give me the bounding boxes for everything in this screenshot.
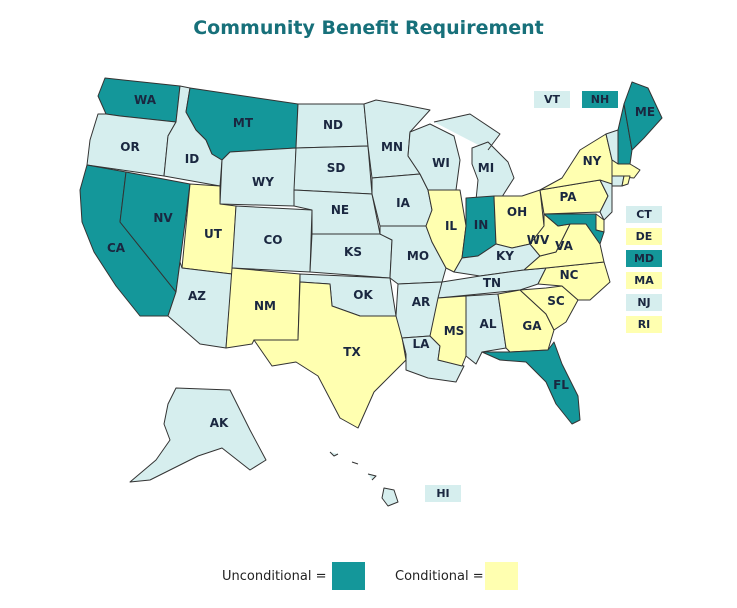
state-label-va: VA (555, 239, 573, 253)
state-nh (617, 103, 633, 165)
state-label-oh: OH (507, 205, 527, 219)
box-md: MD (626, 250, 662, 267)
state-sc (519, 285, 579, 331)
state-md (543, 213, 605, 245)
state-label-tx: TX (343, 345, 361, 359)
box-ma: MA (626, 272, 662, 289)
state-label-ca: CA (107, 241, 126, 255)
state-label-nc: NC (560, 268, 579, 282)
state-label-il: IL (445, 219, 457, 233)
state-me (623, 81, 663, 151)
state-label-ne: NE (331, 203, 349, 217)
state-label-ia: IA (396, 196, 410, 210)
box-ct: CT (626, 206, 662, 223)
state-label-az: AZ (188, 289, 206, 303)
state-label-tn: TN (483, 276, 501, 290)
state-il (425, 189, 467, 273)
state-hi (329, 451, 399, 507)
state-label-al: AL (480, 317, 497, 331)
state-label-nd: ND (323, 118, 343, 132)
box-hi: HI (425, 485, 461, 502)
state-label-ak: AK (210, 416, 229, 430)
state-label-nm: NM (254, 299, 276, 313)
state-ri (621, 175, 631, 187)
state-label-mo: MO (407, 249, 429, 263)
state-label-sd: SD (327, 161, 346, 175)
state-label-sc: SC (547, 294, 565, 308)
state-label-co: CO (263, 233, 282, 247)
state-label-ga: GA (522, 319, 542, 333)
legend-unconditional-swatch (332, 562, 365, 590)
state-label-ar: AR (412, 295, 431, 309)
state-label-la: LA (413, 337, 431, 351)
state-wy (219, 147, 297, 207)
state-fl (481, 341, 581, 425)
state-label-ms: MS (444, 324, 465, 338)
box-nj: NJ (626, 294, 662, 311)
state-label-pa: PA (560, 190, 578, 204)
state-label-wa: WA (134, 93, 157, 107)
legend-unconditional-label: Unconditional = (222, 569, 327, 584)
box-ri: RI (626, 316, 662, 333)
state-label-me: ME (635, 105, 655, 119)
state-label-nv: NV (153, 211, 173, 225)
box-vt: VT (534, 91, 570, 108)
state-label-ky: KY (496, 249, 514, 263)
state-label-mn: MN (381, 140, 403, 154)
state-label-or: OR (120, 140, 139, 154)
box-nh: NH (582, 91, 618, 108)
state-label-mi: MI (478, 161, 494, 175)
box-de: DE (626, 228, 662, 245)
state-label-id: ID (185, 152, 199, 166)
state-label-in: IN (474, 218, 489, 232)
legend-conditional-swatch (485, 562, 518, 590)
map-title: Community Benefit Requirement (193, 17, 544, 39)
state-tx (253, 281, 407, 429)
state-label-ut: UT (204, 227, 223, 241)
state-label-fl: FL (553, 378, 569, 392)
legend-conditional-label: Conditional = (395, 569, 484, 584)
state-label-mt: MT (233, 116, 254, 130)
state-label-ny: NY (583, 154, 602, 168)
state-label-wi: WI (432, 156, 450, 170)
state-label-ks: KS (344, 245, 362, 259)
state-label-ok: OK (353, 288, 373, 302)
state-label-wy: WY (252, 175, 274, 189)
state-label-wv: WV (527, 233, 550, 247)
state-ak (129, 387, 267, 483)
